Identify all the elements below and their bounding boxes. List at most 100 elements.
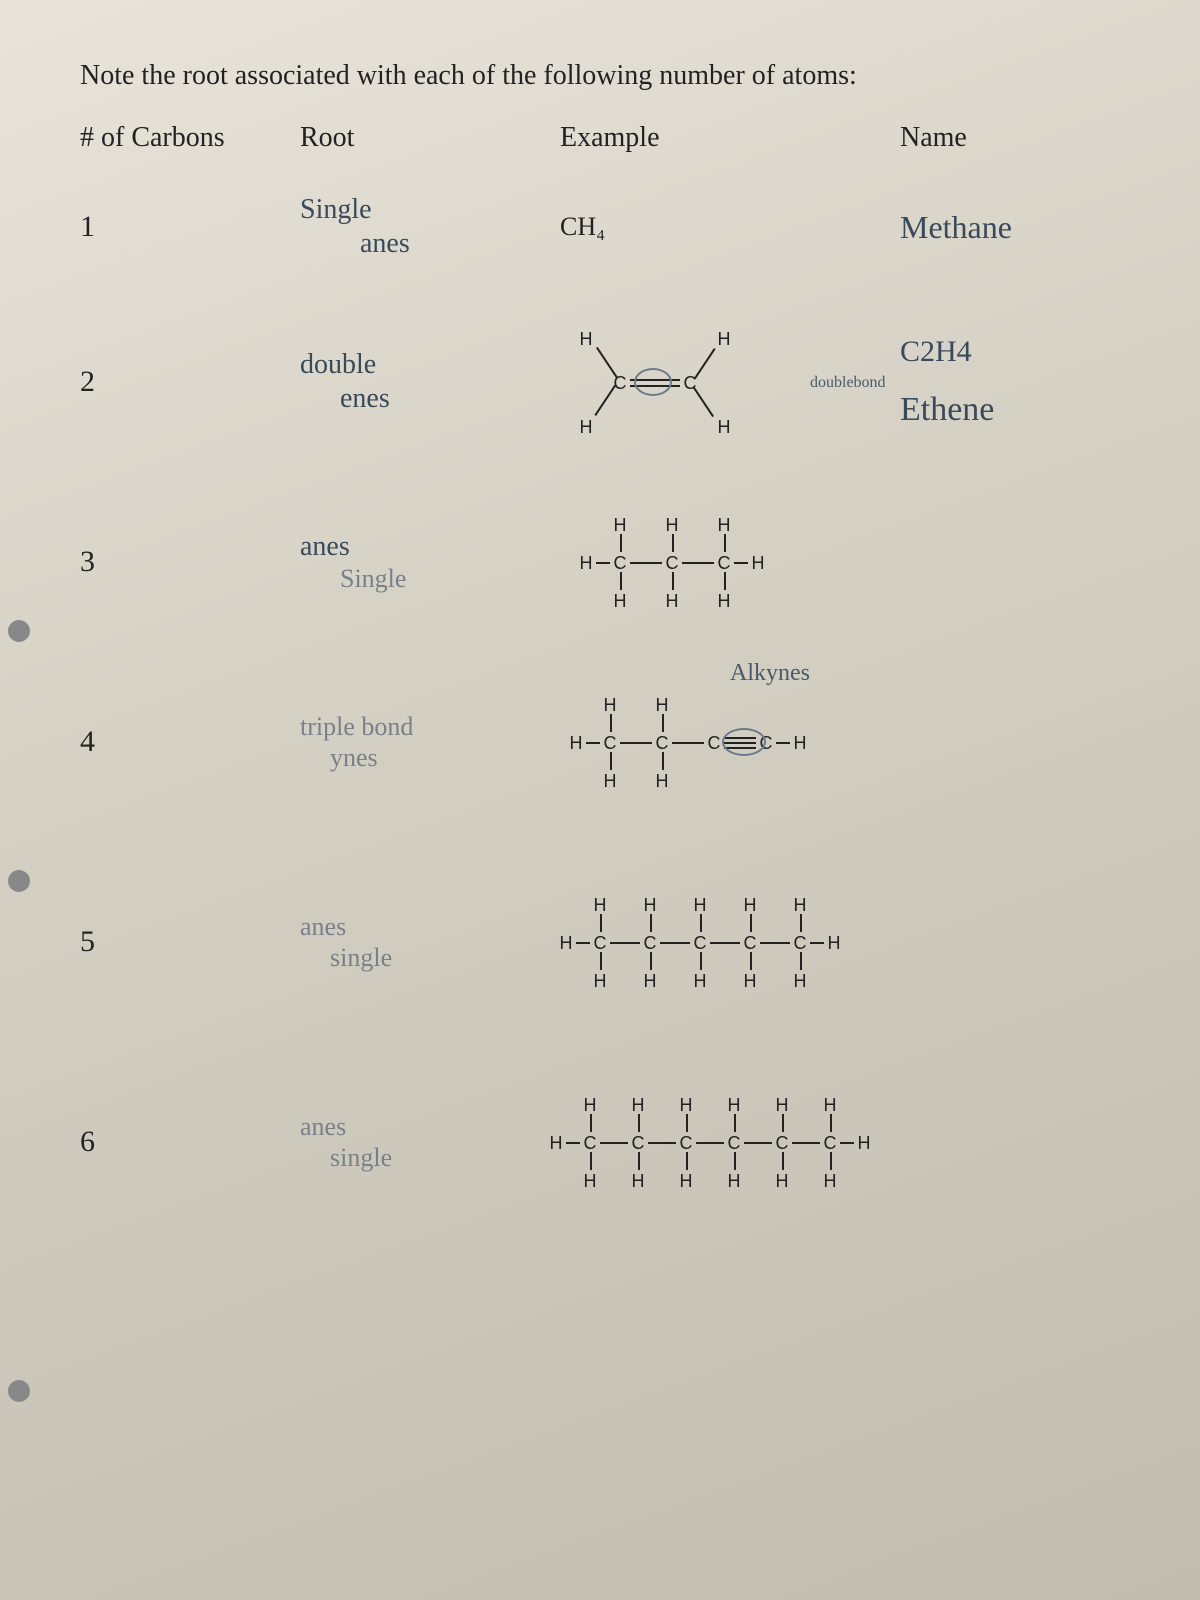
atom-label: H [715, 329, 733, 347]
bond-line [682, 562, 714, 564]
atom-label: C [773, 1133, 791, 1151]
atom-label: H [691, 971, 709, 989]
bond-line [595, 385, 616, 416]
root-cell: triple bond ynes [300, 711, 560, 773]
table-row: 3 anes Single CHHCHHCHHHH [80, 482, 1160, 642]
atom-label: C [677, 1133, 695, 1151]
bond-line [800, 952, 802, 970]
bond-line [662, 714, 664, 732]
atom-label: H [715, 417, 733, 435]
bond-line [672, 534, 674, 552]
bond-line [830, 1114, 832, 1132]
bond-line [693, 386, 714, 417]
atom-label: H [611, 591, 629, 609]
table-row: 6 anes single CHHCHHCHHCHHCHHCHHHH [80, 1042, 1160, 1242]
bond-line [776, 742, 790, 744]
atom-label: C [715, 553, 733, 571]
atom-label: C [691, 933, 709, 951]
bond-line [566, 1142, 580, 1144]
atom-label: H [629, 1171, 647, 1189]
atom-label: H [791, 971, 809, 989]
carbon-count: 3 [80, 545, 300, 579]
root-text-2: enes [340, 382, 560, 416]
header-example: Example [560, 122, 900, 154]
bond-line [810, 942, 824, 944]
bond-line [610, 714, 612, 732]
bond-line [590, 1114, 592, 1132]
atom-label: C [663, 553, 681, 571]
bond-line [596, 562, 610, 564]
bond-line [672, 742, 704, 744]
page-title: Note the root associated with each of th… [80, 60, 1160, 92]
atom-label: C [791, 933, 809, 951]
carbon-count: 5 [80, 925, 300, 959]
compound-name: Ethene [900, 390, 1160, 431]
punch-holes [8, 0, 38, 1600]
atom-label: H [725, 1095, 743, 1113]
bond-line [700, 952, 702, 970]
root-cell: anes Single [300, 530, 560, 595]
bond-line [840, 1142, 854, 1144]
atom-label: H [641, 895, 659, 913]
bond-line [630, 562, 662, 564]
atom-label: H [653, 771, 671, 789]
header-name: Name [900, 122, 1160, 154]
formula-handwritten: C2H4 [900, 334, 1160, 370]
atom-label: H [677, 1095, 695, 1113]
bond-line [662, 752, 664, 770]
atom-label: H [741, 895, 759, 913]
atom-label: C [629, 1133, 647, 1151]
atom-label: C [581, 1133, 599, 1151]
column-headers: # of Carbons Root Example Name [80, 122, 1160, 154]
root-cell: double enes [300, 348, 560, 415]
atom-label: C [705, 733, 723, 751]
bond-line [610, 942, 640, 944]
worksheet-paper: Note the root associated with each of th… [0, 0, 1200, 1600]
circle-annotation [722, 728, 766, 756]
root-text: anes [300, 530, 560, 564]
root-text: anes [300, 911, 560, 942]
bond-line [830, 1152, 832, 1170]
bond-line [600, 914, 602, 932]
carbon-count: 1 [80, 210, 300, 244]
atom-label: H [557, 933, 575, 951]
atom-label: H [629, 1095, 647, 1113]
root-cell: anes single [300, 911, 560, 973]
header-carbons: # of Carbons [80, 122, 300, 154]
root-text-2: anes [360, 227, 560, 261]
atom-label: H [791, 895, 809, 913]
bond-line [760, 942, 790, 944]
bond-line [700, 914, 702, 932]
atom-label: H [749, 553, 767, 571]
bond-line [590, 1152, 592, 1170]
bond-line [694, 348, 715, 379]
atom-label: H [653, 695, 671, 713]
root-text: double [300, 348, 560, 382]
table-row: 2 double enes CCHHHH C2H4 doublebond Eth… [80, 282, 1160, 482]
circle-annotation [634, 368, 672, 396]
bond-line [782, 1152, 784, 1170]
bond-line [792, 1142, 820, 1144]
bond-line [696, 1142, 724, 1144]
atom-label: H [677, 1171, 695, 1189]
atom-label: H [663, 591, 681, 609]
bond-line [750, 952, 752, 970]
root-text-2: Single [340, 563, 560, 594]
bond-line [638, 1152, 640, 1170]
atom-label: C [611, 553, 629, 571]
atom-label: H [581, 1095, 599, 1113]
butyne-structure: Alkynes CCCCHHHHHH [560, 672, 880, 812]
atom-label: H [577, 329, 595, 347]
atom-label: H [773, 1171, 791, 1189]
carbon-count: 2 [80, 365, 300, 399]
example-formula: CH₄ [560, 212, 900, 242]
atom-label: H [547, 1133, 565, 1151]
bond-line [800, 914, 802, 932]
compound-name: Methane [900, 208, 1160, 246]
table-row: 5 anes single CHHCHHCHHCHHCHHHH [80, 842, 1160, 1042]
bond-line [750, 914, 752, 932]
alkynes-label: Alkynes [730, 660, 810, 687]
bond-line [710, 942, 740, 944]
header-root: Root [300, 122, 560, 154]
bond-line [672, 572, 674, 590]
